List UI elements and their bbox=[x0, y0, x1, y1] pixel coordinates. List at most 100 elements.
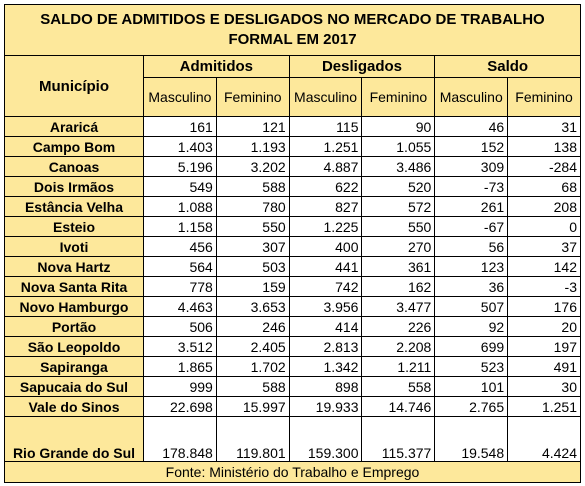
table-row: Nova Hartz 564 503 441 361 123 142 bbox=[4, 256, 581, 277]
table-row: Portão 506 246 414 226 92 20 bbox=[4, 316, 581, 337]
value-cell: 1.251 bbox=[507, 396, 581, 417]
value-cell: 441 bbox=[288, 256, 363, 277]
value-cell: 491 bbox=[507, 356, 581, 377]
value-cell: 1.088 bbox=[143, 196, 217, 217]
source-note: Fonte: Ministério do Trabalho e Emprego bbox=[4, 461, 581, 483]
value-cell: 588 bbox=[215, 376, 290, 397]
value-cell: 309 bbox=[434, 156, 509, 177]
value-cell: 176 bbox=[507, 296, 581, 317]
value-cell: 101 bbox=[434, 376, 509, 397]
value-cell: 197 bbox=[507, 336, 581, 357]
value-cell: 2.813 bbox=[288, 336, 363, 357]
table-row: São Leopoldo 3.512 2.405 2.813 2.208 699 197 bbox=[4, 336, 581, 357]
value-cell: 1.225 bbox=[288, 216, 363, 237]
value-cell: 699 bbox=[434, 336, 509, 357]
value-cell: 2.405 bbox=[215, 336, 290, 357]
value-cell: 2.208 bbox=[361, 336, 436, 357]
value-cell: 14.746 bbox=[361, 396, 436, 417]
group-header: Desligados bbox=[288, 55, 436, 78]
value-cell: 1.702 bbox=[215, 356, 290, 377]
value-cell: 622 bbox=[288, 176, 363, 197]
value-cell: -284 bbox=[507, 156, 581, 177]
value-cell: 414 bbox=[288, 316, 363, 337]
value-cell: 520 bbox=[361, 176, 436, 197]
value-cell: 507 bbox=[434, 296, 509, 317]
value-cell: 5.196 bbox=[143, 156, 217, 177]
value-cell: 564 bbox=[143, 256, 217, 277]
value-cell: 898 bbox=[288, 376, 363, 397]
value-cell: 270 bbox=[361, 236, 436, 257]
table: SALDO DE ADMITIDOS E DESLIGADOS NO MERCA… bbox=[4, 4, 581, 483]
table-row: Campo Bom 1.403 1.193 1.251 1.055 152 138 bbox=[4, 136, 581, 157]
table-row: Dois Irmãos 549 588 622 520 -73 68 bbox=[4, 176, 581, 197]
value-cell: 19.548 bbox=[434, 416, 509, 462]
value-cell: 4.424 bbox=[507, 416, 581, 462]
table-title: SALDO DE ADMITIDOS E DESLIGADOS NO MERCA… bbox=[4, 4, 581, 56]
value-cell: 1.865 bbox=[143, 356, 217, 377]
value-cell: 19.933 bbox=[288, 396, 363, 417]
municipio-cell: Estância Velha bbox=[4, 196, 144, 217]
value-cell: 3.653 bbox=[215, 296, 290, 317]
group-header: Saldo bbox=[434, 55, 581, 78]
table-row: Nova Santa Rita 778 159 742 162 36 -3 bbox=[4, 276, 581, 297]
footer-row: Fonte: Ministério do Trabalho e Emprego bbox=[4, 461, 581, 483]
value-cell: 4.887 bbox=[288, 156, 363, 177]
value-cell: 827 bbox=[288, 196, 363, 217]
value-cell: 456 bbox=[143, 236, 217, 257]
value-cell: 558 bbox=[361, 376, 436, 397]
municipio-cell: Dois Irmãos bbox=[4, 176, 144, 197]
municipio-cell: Campo Bom bbox=[4, 136, 144, 157]
value-cell: 159.300 bbox=[288, 416, 363, 462]
sub-header: Feminino bbox=[215, 77, 290, 117]
municipio-cell: Sapiranga bbox=[4, 356, 144, 377]
value-cell: 572 bbox=[361, 196, 436, 217]
value-cell: 1.211 bbox=[361, 356, 436, 377]
value-cell: 119.801 bbox=[215, 416, 290, 462]
value-cell: 588 bbox=[215, 176, 290, 197]
value-cell: 159 bbox=[215, 276, 290, 297]
value-cell: -3 bbox=[507, 276, 581, 297]
municipio-cell: Novo Hamburgo bbox=[4, 296, 144, 317]
value-cell: 142 bbox=[507, 256, 581, 277]
value-cell: 550 bbox=[215, 216, 290, 237]
value-cell: 31 bbox=[507, 116, 581, 137]
sub-header: Feminino bbox=[361, 77, 436, 117]
value-cell: 20 bbox=[507, 316, 581, 337]
value-cell: 549 bbox=[143, 176, 217, 197]
value-cell: 15.997 bbox=[215, 396, 290, 417]
value-cell: 4.463 bbox=[143, 296, 217, 317]
value-cell: 523 bbox=[434, 356, 509, 377]
value-cell: -67 bbox=[434, 216, 509, 237]
municipio-cell: Sapucaia do Sul bbox=[4, 376, 144, 397]
table-row: Canoas 5.196 3.202 4.887 3.486 309 -284 bbox=[4, 156, 581, 177]
table-row: Rio Grande do Sul 178.848 119.801 159.300 11… bbox=[4, 416, 581, 462]
municipio-cell: Rio Grande do Sul bbox=[4, 416, 144, 462]
municipio-cell: Nova Santa Rita bbox=[4, 276, 144, 297]
value-cell: 999 bbox=[143, 376, 217, 397]
municipio-cell: Araricá bbox=[4, 116, 144, 137]
value-cell: 2.765 bbox=[434, 396, 509, 417]
sub-header: Masculino bbox=[143, 77, 217, 117]
value-cell: 3.512 bbox=[143, 336, 217, 357]
value-cell: 36 bbox=[434, 276, 509, 297]
value-cell: 361 bbox=[361, 256, 436, 277]
table-row: Ivoti 456 307 400 270 56 37 bbox=[4, 236, 581, 257]
value-cell: 1.342 bbox=[288, 356, 363, 377]
value-cell: 92 bbox=[434, 316, 509, 337]
value-cell: 778 bbox=[143, 276, 217, 297]
value-cell: 550 bbox=[361, 216, 436, 237]
value-cell: 3.477 bbox=[361, 296, 436, 317]
value-cell: 121 bbox=[215, 116, 290, 137]
value-cell: 178.848 bbox=[143, 416, 217, 462]
value-cell: 1.193 bbox=[215, 136, 290, 157]
value-cell: 780 bbox=[215, 196, 290, 217]
value-cell: 1.055 bbox=[361, 136, 436, 157]
value-cell: 1.251 bbox=[288, 136, 363, 157]
value-cell: 123 bbox=[434, 256, 509, 277]
table-row: Esteio 1.158 550 1.225 550 -67 0 bbox=[4, 216, 581, 237]
value-cell: 1.403 bbox=[143, 136, 217, 157]
municipio-cell: São Leopoldo bbox=[4, 336, 144, 357]
value-cell: 246 bbox=[215, 316, 290, 337]
municipio-cell: Esteio bbox=[4, 216, 144, 237]
